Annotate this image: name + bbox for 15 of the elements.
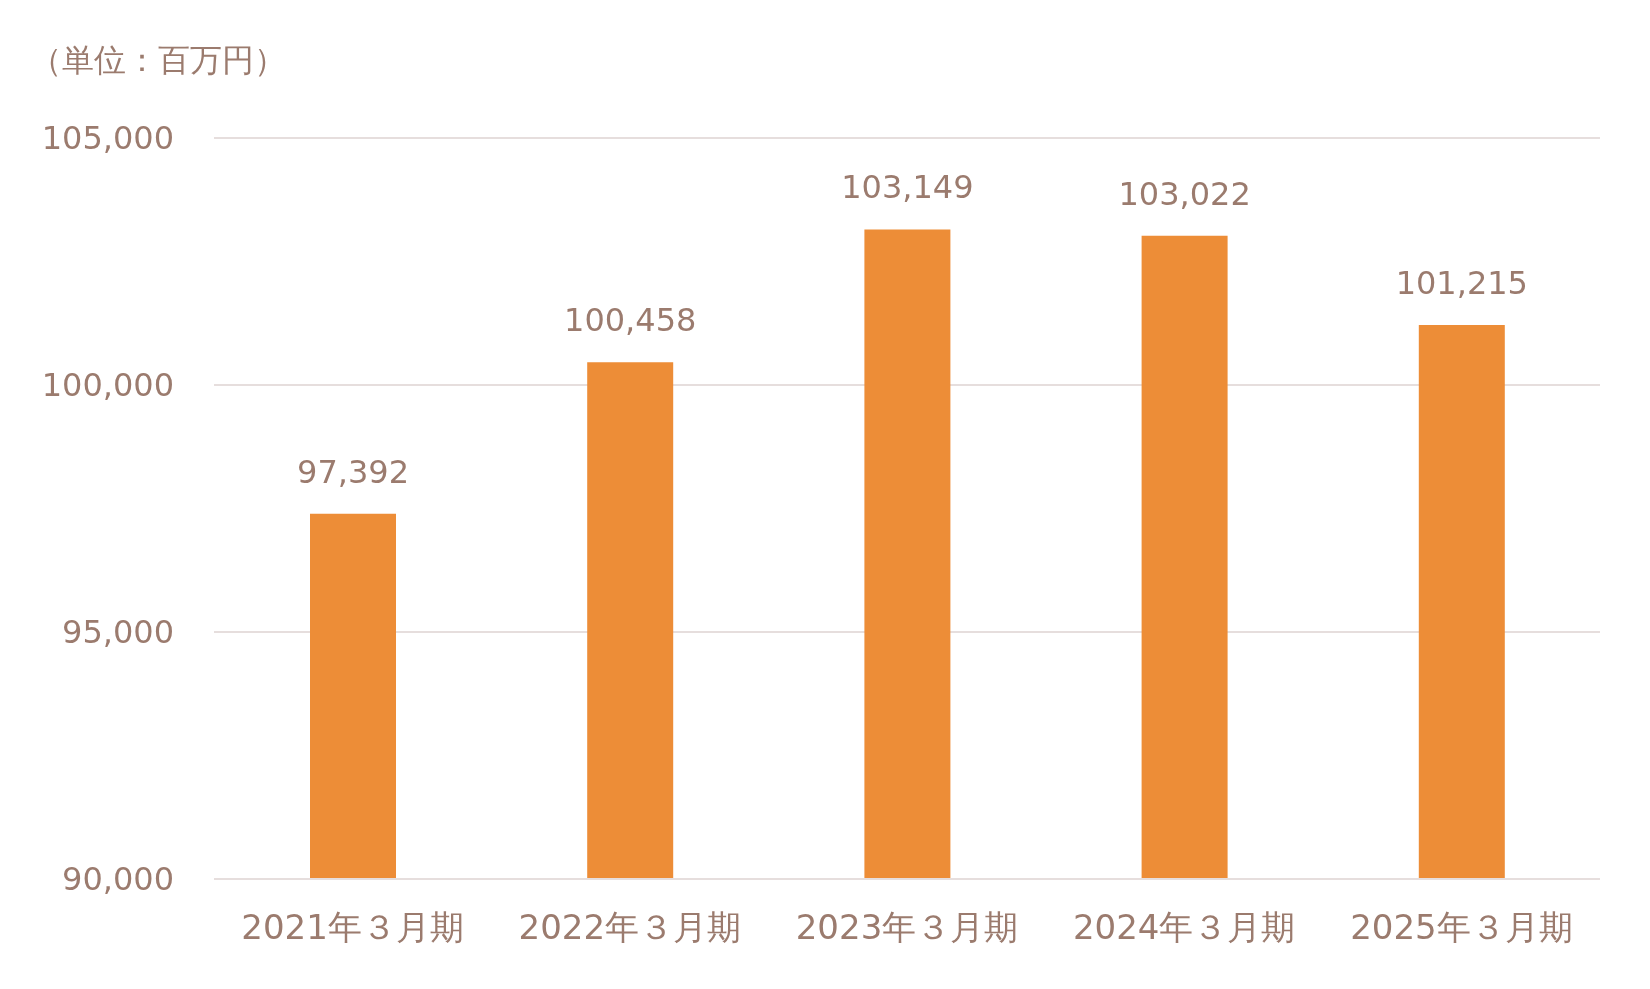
x-tick-label: 2021年３月期 <box>241 907 464 948</box>
y-tick-label: 100,000 <box>41 366 174 405</box>
x-tick-label: 2025年３月期 <box>1350 907 1573 948</box>
data-label: 100,458 <box>564 301 697 340</box>
data-label: 103,149 <box>841 168 974 207</box>
y-tick-label: 90,000 <box>62 860 174 899</box>
x-tick-label: 2022年３月期 <box>518 907 742 948</box>
y-tick-label: 95,000 <box>62 613 174 652</box>
data-label: 103,022 <box>1118 174 1251 213</box>
data-label: 101,215 <box>1395 263 1528 302</box>
data-label: 97,392 <box>297 452 409 491</box>
y-axis-title: （単位：百万円） <box>30 40 286 81</box>
y-tick-label: 105,000 <box>41 119 174 158</box>
x-tick-label: 2023年３月期 <box>795 907 1019 948</box>
x-tick-label: 2024年３月期 <box>1072 907 1296 948</box>
